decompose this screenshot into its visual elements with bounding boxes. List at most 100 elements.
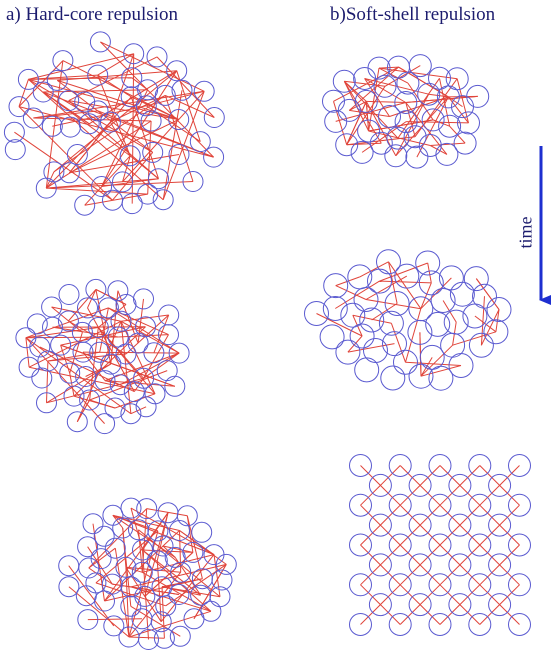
- particle: [322, 296, 348, 321]
- particle: [508, 454, 531, 477]
- particle: [120, 595, 142, 617]
- particle: [408, 473, 432, 497]
- bond-line: [364, 78, 407, 103]
- particle: [448, 593, 472, 617]
- particle: [463, 266, 489, 292]
- particle: [168, 109, 190, 130]
- particle: [115, 556, 137, 578]
- particle: [58, 576, 80, 598]
- bond-line: [45, 171, 55, 189]
- particle: [121, 67, 143, 89]
- particle: [190, 584, 212, 606]
- particle: [77, 536, 99, 558]
- hardcore-snapshot-early: [3, 31, 225, 216]
- bond-line: [459, 524, 481, 546]
- particle: [170, 561, 192, 583]
- bond-line: [82, 351, 180, 354]
- particle: [90, 548, 112, 570]
- particle: [443, 309, 469, 335]
- particle: [107, 326, 129, 348]
- softshell-snapshot-early: [322, 54, 490, 169]
- particle: [382, 331, 407, 357]
- bond-line: [452, 331, 497, 346]
- bond-line: [46, 360, 49, 403]
- bond-line: [371, 303, 398, 321]
- bond-line: [419, 584, 441, 605]
- particle: [121, 193, 143, 215]
- bond-line: [162, 545, 194, 553]
- bond-line: [380, 604, 401, 625]
- particle: [71, 321, 93, 343]
- bond-line: [117, 290, 139, 344]
- particle: [3, 121, 25, 143]
- particle: [132, 539, 153, 561]
- bond-line: [378, 67, 458, 80]
- bond-line: [142, 549, 149, 640]
- particle: [131, 561, 153, 583]
- particle: [119, 145, 141, 167]
- particle: [428, 66, 451, 90]
- particle: [120, 403, 142, 425]
- particle: [176, 505, 198, 527]
- particle: [169, 625, 191, 647]
- particle: [156, 360, 178, 382]
- particle: [322, 89, 345, 113]
- particle: [368, 553, 392, 577]
- bond-line: [120, 352, 180, 386]
- bond-line: [499, 544, 520, 566]
- particle: [144, 383, 166, 405]
- particle: [388, 533, 412, 557]
- particle: [58, 555, 80, 577]
- particle: [94, 590, 115, 612]
- bond-line: [25, 337, 132, 415]
- bond-line: [439, 544, 461, 566]
- bond-line: [73, 395, 116, 409]
- bond-line: [108, 307, 169, 336]
- bond-line: [419, 564, 441, 586]
- bond-line: [130, 406, 147, 415]
- bond-line: [399, 544, 421, 566]
- bond-line: [25, 307, 109, 339]
- particle: [137, 183, 159, 205]
- bond-line: [365, 275, 408, 300]
- particle: [349, 533, 372, 557]
- bond-line: [365, 101, 370, 132]
- bond-line: [57, 70, 177, 81]
- bond-line: [380, 564, 401, 586]
- bond-line: [420, 282, 432, 309]
- particle: [468, 493, 492, 517]
- particle: [183, 608, 205, 630]
- particle: [451, 95, 474, 119]
- bond-line: [499, 584, 520, 605]
- bond-line: [18, 106, 113, 201]
- particle: [166, 60, 188, 82]
- bond-line: [68, 100, 159, 180]
- particle: [77, 297, 98, 319]
- particle: [488, 593, 512, 617]
- particle: [46, 69, 68, 91]
- bond-line: [448, 96, 469, 124]
- bond-line: [25, 327, 99, 339]
- bond-line: [109, 121, 131, 157]
- particle: [488, 473, 512, 497]
- particle: [123, 43, 145, 65]
- particle: [468, 332, 494, 358]
- particle: [66, 411, 88, 433]
- bond-line: [179, 530, 215, 556]
- bond-line: [68, 56, 158, 102]
- bond-line: [347, 335, 363, 353]
- bond-line: [390, 323, 406, 363]
- particle: [193, 80, 215, 102]
- bond-line: [133, 378, 145, 392]
- particle: [415, 250, 441, 276]
- particle: [435, 142, 459, 166]
- bond-line: [114, 393, 156, 409]
- particle: [357, 119, 381, 143]
- particle: [17, 68, 39, 90]
- bond-line: [68, 289, 97, 322]
- bond-line: [97, 327, 156, 395]
- bond-line: [53, 70, 178, 173]
- particle: [42, 316, 63, 338]
- bond-line: [499, 465, 520, 486]
- bond-line: [459, 465, 481, 486]
